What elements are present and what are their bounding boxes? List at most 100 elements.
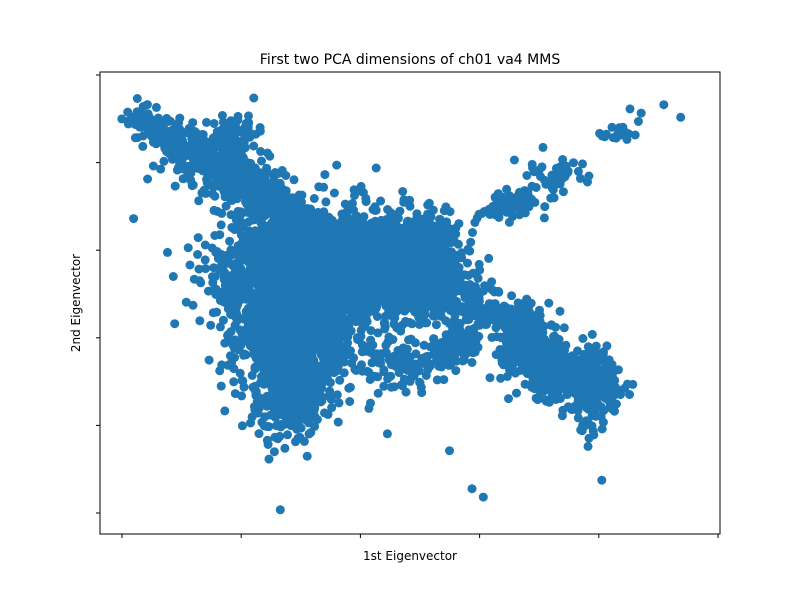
data-point [297, 197, 306, 207]
data-point [182, 128, 192, 138]
data-point [243, 207, 253, 217]
chart-title: First two PCA dimensions of ch01 va4 MMS [260, 52, 561, 68]
data-point [159, 156, 169, 166]
data-point [362, 317, 372, 327]
data-point [229, 272, 239, 282]
data-point [236, 340, 246, 350]
data-point [200, 240, 210, 250]
data-point [375, 295, 384, 305]
data-point [254, 313, 264, 323]
data-point [258, 258, 268, 268]
data-point [262, 200, 272, 210]
data-point [321, 345, 331, 355]
data-point [210, 191, 220, 201]
data-point [468, 228, 477, 237]
data-point [276, 357, 286, 366]
data-point [279, 292, 289, 302]
data-point [313, 207, 323, 217]
data-point [333, 417, 343, 427]
data-point [352, 290, 362, 300]
data-point [309, 240, 319, 250]
data-point [174, 141, 184, 150]
data-point [369, 303, 379, 312]
data-point [138, 102, 148, 111]
data-point [230, 225, 240, 235]
data-point [255, 126, 265, 136]
data-point [218, 117, 228, 127]
data-point [302, 263, 312, 273]
data-point [302, 451, 312, 461]
data-point [285, 262, 295, 272]
data-point [239, 382, 249, 392]
data-point [194, 264, 204, 274]
data-point [396, 326, 406, 336]
data-point [156, 164, 166, 174]
data-point [398, 187, 408, 196]
data-point [256, 268, 265, 278]
data-point [188, 180, 198, 190]
data-point [220, 338, 230, 348]
data-point [258, 168, 268, 178]
data-point [335, 375, 345, 385]
data-point [336, 217, 346, 227]
data-point [275, 420, 285, 429]
data-point [288, 324, 298, 333]
data-point [262, 332, 272, 342]
data-point [209, 205, 219, 215]
data-point [323, 357, 333, 367]
data-point [215, 296, 225, 305]
data-point [196, 278, 206, 288]
data-point [232, 192, 242, 202]
data-point [277, 347, 287, 357]
data-point [261, 290, 271, 300]
data-point [364, 403, 374, 413]
data-point [384, 308, 394, 318]
data-point [361, 193, 371, 203]
data-point [280, 251, 290, 261]
data-point [337, 209, 347, 219]
data-point [348, 198, 357, 208]
data-point [222, 270, 232, 280]
data-point [267, 376, 277, 386]
data-point [170, 149, 180, 159]
data-point [293, 433, 303, 443]
data-point [228, 139, 238, 149]
data-point [405, 318, 415, 327]
data-point [373, 283, 383, 293]
data-point [216, 220, 226, 230]
data-point [226, 156, 236, 166]
data-point [289, 175, 299, 185]
data-point [219, 289, 229, 299]
data-point [249, 141, 259, 151]
data-point [168, 272, 178, 281]
data-point [205, 157, 215, 167]
data-point [263, 148, 272, 158]
data-point [262, 422, 272, 431]
data-point [329, 188, 339, 198]
data-point [340, 318, 350, 328]
data-point [329, 258, 339, 268]
data-point [269, 447, 279, 457]
data-point [334, 398, 344, 408]
data-point [314, 182, 324, 192]
data-point [463, 244, 473, 254]
data-point [206, 180, 216, 189]
data-point [174, 126, 184, 136]
data-point [475, 265, 485, 275]
data-point [210, 231, 220, 240]
data-point [254, 181, 264, 191]
data-point [232, 175, 242, 185]
data-point [238, 274, 247, 284]
data-point [262, 358, 272, 368]
data-point [274, 192, 283, 202]
data-point [285, 223, 294, 233]
data-point [159, 118, 169, 128]
data-point [484, 253, 494, 263]
data-point [239, 219, 249, 229]
data-point [277, 278, 287, 288]
data-point [332, 390, 342, 400]
data-point [349, 228, 358, 238]
data-point [162, 126, 172, 136]
data-point [326, 272, 336, 282]
data-point [212, 127, 222, 137]
